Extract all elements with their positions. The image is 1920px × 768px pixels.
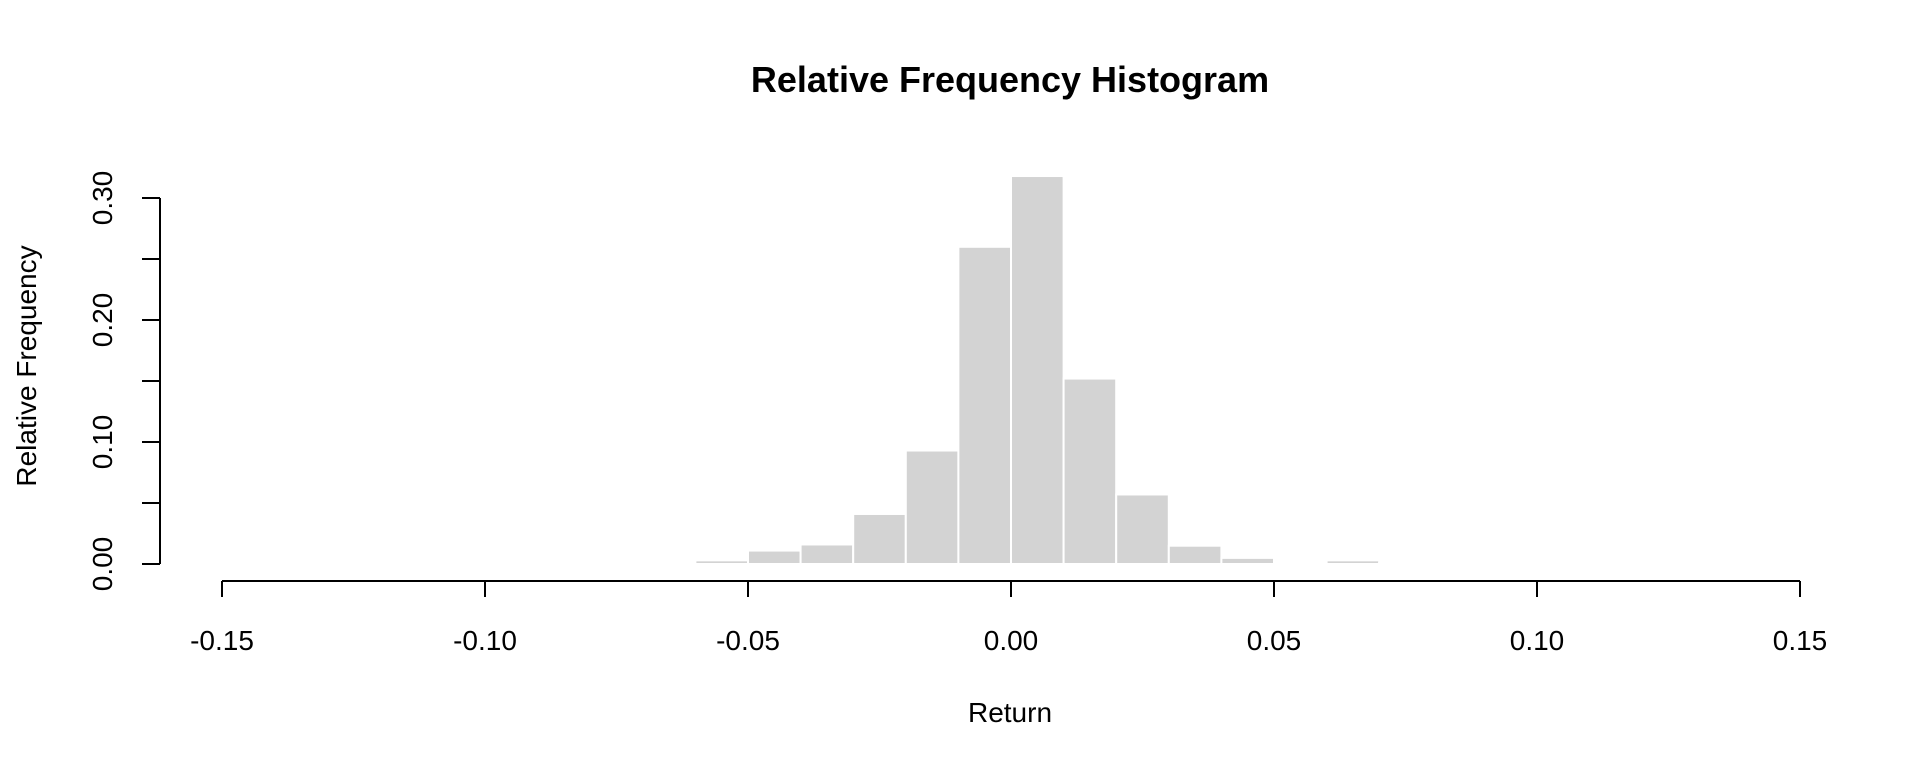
y-tick-label: 0.30 bbox=[87, 171, 118, 226]
histogram-bar bbox=[1167, 544, 1223, 566]
x-tick-label: -0.15 bbox=[190, 625, 254, 656]
x-axis: -0.15 -0.10 -0.05 0.00 0.05 0.10 0.15 bbox=[190, 580, 1828, 656]
y-tick-label: 0.20 bbox=[87, 293, 118, 348]
x-tick-label: -0.05 bbox=[716, 625, 780, 656]
histogram-bar bbox=[1115, 493, 1170, 565]
histogram-bar bbox=[694, 559, 750, 566]
histogram-bar bbox=[799, 543, 855, 565]
histogram-bar bbox=[957, 245, 1013, 566]
y-tick-label: 0.10 bbox=[87, 415, 118, 470]
histogram-bar bbox=[1062, 377, 1118, 565]
histogram-bar bbox=[1378, 561, 1433, 566]
histogram-bar bbox=[1220, 556, 1276, 566]
histogram-bar bbox=[1325, 559, 1381, 566]
histogram-bar bbox=[904, 449, 960, 566]
x-tick-label: 0.05 bbox=[1247, 625, 1302, 656]
chart-title: Relative Frequency Histogram bbox=[751, 59, 1269, 100]
x-tick-label: 0.00 bbox=[984, 625, 1039, 656]
x-tick-label: 0.15 bbox=[1773, 625, 1828, 656]
y-axis-label: Relative Frequency bbox=[11, 245, 42, 486]
y-axis: 0.00 0.10 0.20 0.30 bbox=[87, 171, 161, 592]
x-tick-label: -0.10 bbox=[453, 625, 517, 656]
y-tick-label: 0.00 bbox=[87, 537, 118, 592]
bars-layer bbox=[694, 175, 1433, 566]
x-tick-label: 0.10 bbox=[1510, 625, 1565, 656]
histogram-bar bbox=[852, 512, 907, 565]
histogram-bar bbox=[1010, 175, 1065, 565]
histogram-bar bbox=[747, 549, 802, 566]
x-axis-label: Return bbox=[968, 697, 1052, 728]
